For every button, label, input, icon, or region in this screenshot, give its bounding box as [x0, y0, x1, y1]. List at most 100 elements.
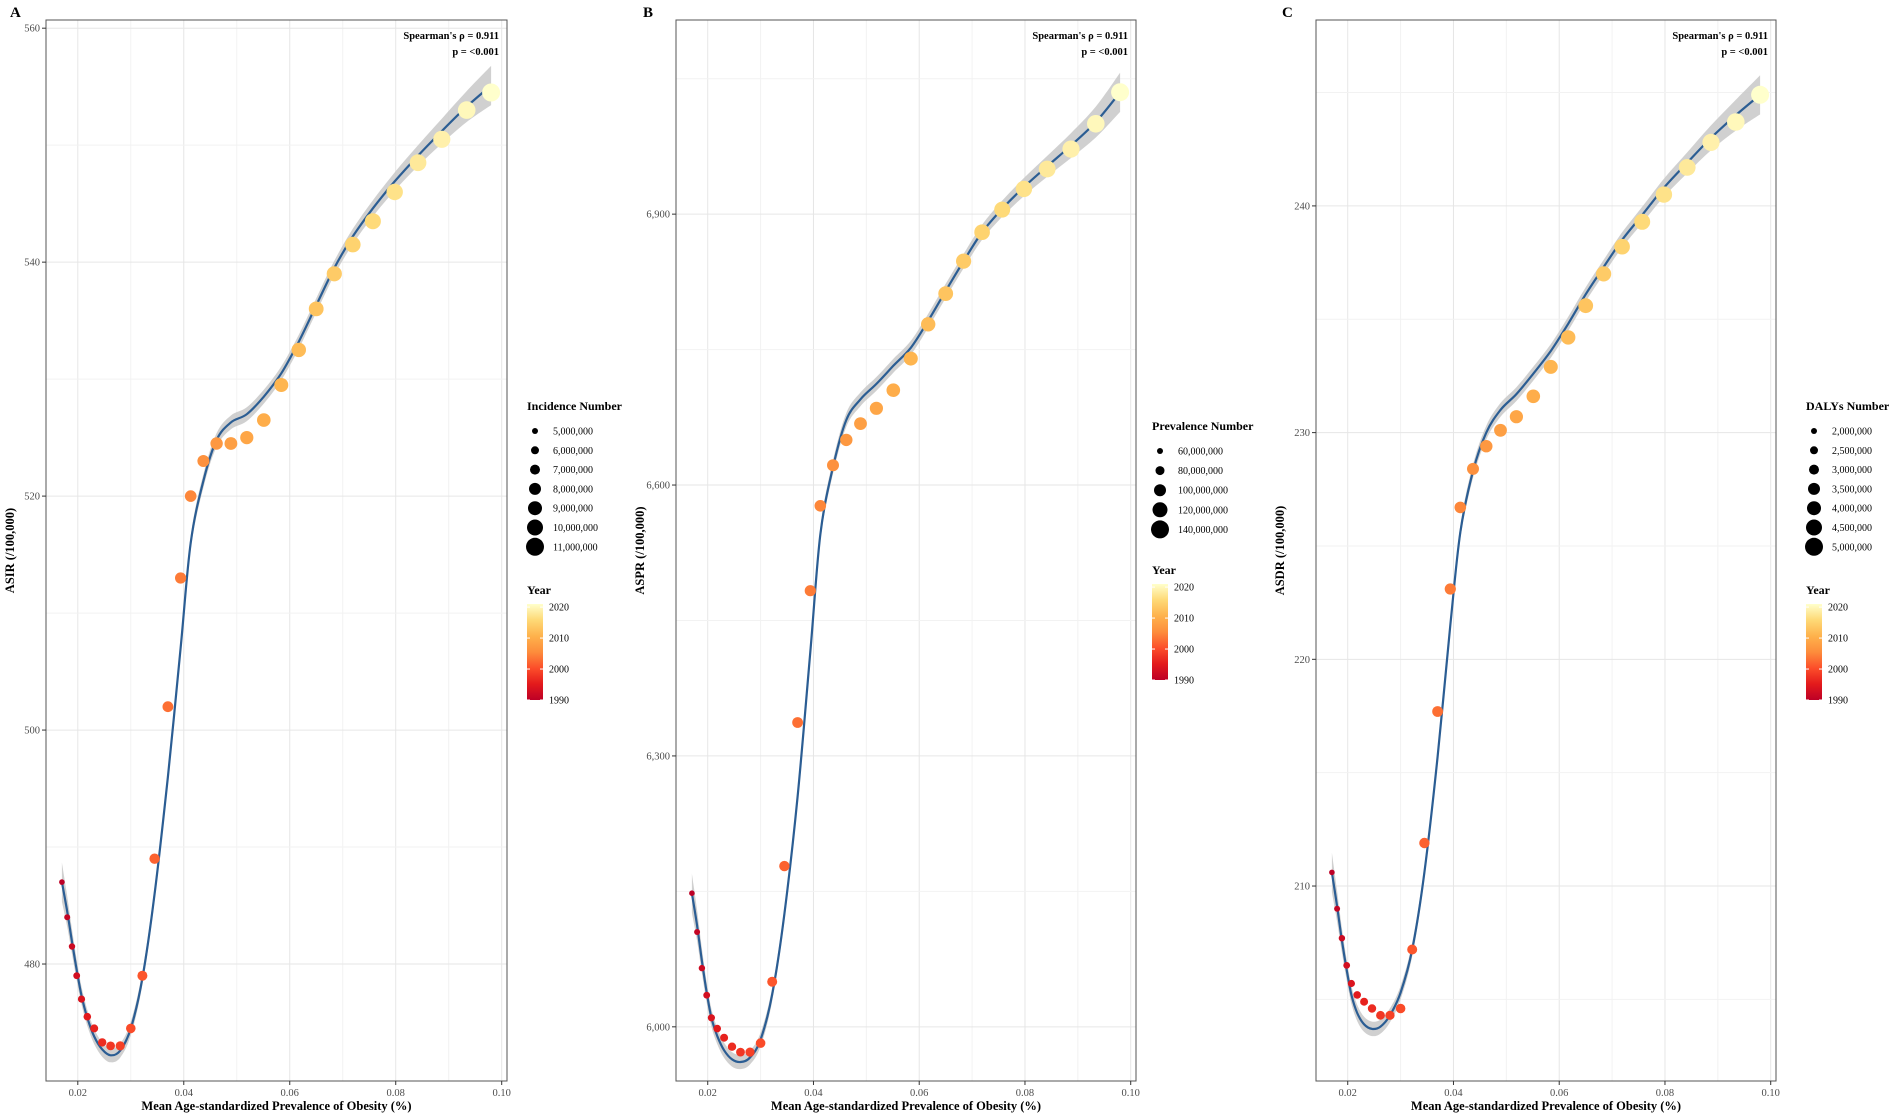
panel-c-points [1329, 85, 1770, 1020]
data-point-2020 [1087, 115, 1105, 133]
panel-c-confidence-band [1331, 75, 1761, 1037]
panel-a-x-ticks: 0.02 0.04 0.06 0.08 0.10 [69, 1081, 511, 1099]
data-point-1994 [77, 995, 86, 1003]
data-point-2010 [1526, 389, 1541, 404]
data-point-2006 [827, 459, 839, 472]
panel-c-p-value: p = <0.001 [1721, 47, 1768, 58]
panel-c-x-axis-label: Mean Age-standardized Prevalence of Obes… [1411, 1099, 1681, 1113]
panel-c-y-ticks: 210 220 230 240 [1294, 201, 1316, 893]
y-tick-label: 560 [24, 24, 40, 35]
data-point-2017 [1655, 186, 1673, 203]
data-point-2005 [184, 490, 197, 502]
data-point-2004 [1444, 583, 1456, 595]
data-point-1998 [736, 1047, 745, 1057]
y-tick-label: 520 [24, 492, 40, 503]
size-legend-label: 10,000,000 [553, 523, 598, 534]
data-point-1996 [720, 1033, 729, 1042]
size-legend-dot [1807, 501, 1821, 516]
data-point-2016 [364, 213, 381, 230]
data-point-2007 [210, 437, 223, 450]
data-point-1999 [745, 1047, 755, 1057]
x-tick-label: 0.04 [175, 1088, 194, 1099]
x-tick-label: 0.08 [387, 1088, 405, 1099]
data-point-1995 [713, 1024, 721, 1033]
data-point-2006 [197, 455, 210, 467]
data-point-2018 [1038, 160, 1056, 178]
panel-b-legend: Prevalence Number 60,000,000 80,000,000 10… [1151, 419, 1254, 687]
size-legend-label: 11,000,000 [553, 542, 598, 553]
data-point-2008 [854, 417, 867, 430]
size-legend-label: 140,000,000 [1178, 525, 1228, 536]
panel-b-x-ticks: 0.02 0.04 0.06 0.08 0.10 [699, 1081, 1140, 1099]
size-legend-label: 6,000,000 [553, 446, 593, 457]
data-point-2016 [1634, 213, 1651, 230]
colorbar-tick-label: 1990 [1828, 696, 1848, 707]
data-point-2013 [1578, 298, 1594, 314]
data-point-2021 [482, 83, 501, 102]
panel-b-p-value: p = <0.001 [1081, 47, 1128, 58]
size-legend-label: 5,000,000 [553, 427, 593, 438]
size-legend-dot [1151, 520, 1169, 539]
data-point-2010 [257, 413, 271, 427]
y-tick-label: 6,000 [646, 1022, 670, 1033]
y-tick-label: 240 [1294, 201, 1310, 212]
panel-c-year-colorbar [1806, 604, 1822, 700]
panel-a-size-legend-title: Incidence Number [527, 399, 623, 413]
size-legend-dot [532, 428, 538, 434]
data-point-2007 [1480, 440, 1493, 453]
data-point-2014 [1596, 266, 1612, 282]
panel-b-year-colorbar [1152, 584, 1168, 680]
data-point-2011 [903, 351, 918, 366]
size-legend-label: 80,000,000 [1178, 466, 1223, 477]
data-point-2019 [433, 130, 451, 148]
y-tick-label: 210 [1294, 882, 1310, 893]
panel-a-size-legend-items: 5,000,000 6,000,000 7,000,000 8,000,000 9,00… [526, 427, 598, 556]
panel-c-year-legend-title: Year [1806, 583, 1831, 597]
data-point-2003 [162, 701, 174, 713]
colorbar-tick-label: 2020 [1828, 603, 1848, 614]
y-tick-label: 230 [1294, 428, 1310, 439]
y-tick-label: 500 [24, 726, 40, 737]
data-point-1993 [73, 972, 81, 980]
data-point-1997 [98, 1038, 107, 1047]
data-point-1990 [1329, 869, 1335, 876]
panel-b-spearman-rho: Spearman's ρ = 0.911 [1032, 31, 1128, 42]
data-point-2017 [1015, 180, 1033, 198]
panel-a-p-value: p = <0.001 [452, 47, 499, 58]
x-tick-label: 0.02 [699, 1088, 717, 1099]
data-point-2020 [457, 101, 476, 119]
data-point-2009 [240, 431, 254, 445]
size-legend-label: 120,000,000 [1178, 505, 1228, 516]
y-tick-label: 540 [24, 258, 40, 269]
colorbar-tick-label: 2000 [549, 665, 569, 676]
data-point-1994 [707, 1014, 716, 1022]
data-point-2014 [326, 266, 342, 282]
y-tick-label: 6,600 [646, 481, 670, 492]
panel-b-points [689, 83, 1130, 1057]
colorbar-tick-label: 2010 [1174, 614, 1194, 625]
size-legend-label: 4,000,000 [1832, 504, 1872, 515]
size-legend-dot [531, 446, 539, 455]
data-point-2000 [755, 1038, 766, 1048]
x-tick-label: 0.06 [1550, 1088, 1568, 1099]
data-point-2013 [308, 301, 324, 317]
data-point-2014 [956, 253, 972, 269]
data-point-1990 [59, 879, 65, 885]
size-legend-dot [1152, 502, 1168, 518]
data-point-2002 [779, 860, 790, 872]
panel-c-grid [1316, 20, 1776, 1081]
panel-b-fit-line [690, 91, 1121, 1064]
data-point-1993 [1343, 962, 1351, 969]
panel-c-spearman-rho: Spearman's ρ = 0.911 [1672, 31, 1768, 42]
size-legend-dot [1155, 466, 1165, 476]
data-point-2012 [921, 317, 936, 332]
data-point-1992 [1338, 935, 1346, 942]
size-legend-label: 4,500,000 [1832, 523, 1872, 534]
data-point-2015 [345, 236, 361, 253]
data-point-2020 [1727, 113, 1745, 131]
panel-a-legend: Incidence Number 5,000,000 6,000,000 7,000… [526, 399, 623, 707]
colorbar-tick-label: 1990 [1174, 676, 1194, 687]
data-point-2005 [1454, 501, 1467, 514]
x-tick-label: 0.06 [281, 1088, 299, 1099]
data-point-2011 [274, 378, 289, 392]
